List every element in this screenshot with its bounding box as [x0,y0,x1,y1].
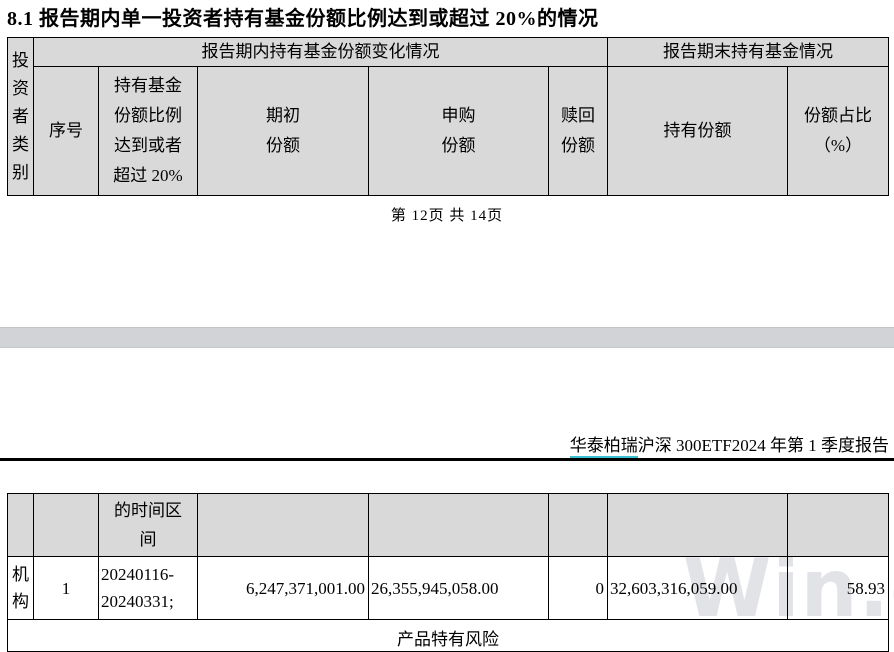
cell-holding-shares: 32,603,316,059.00 [607,556,788,620]
investor-holdings-table-header: 投 资 者 类 别 报告期内持有基金份额变化情况 报告期末持有基金情况 序号 持… [7,37,890,196]
cell-purchase-shares: 26,355,945,058.00 [368,556,549,620]
table-row: 机 构 1 20240116- 20240331; 6,247,371,001.… [7,556,889,620]
cell-seq: 1 [33,556,99,620]
cell-share-pct: 58.93 [787,556,889,620]
group-header-period-end: 报告期末持有基金情况 [607,37,890,67]
cont-header-empty-4 [197,493,369,557]
fund-company-name: 华泰柏瑞 [569,436,638,458]
cell-beginning-shares: 6,247,371,001.00 [197,556,369,620]
cont-header-empty-2 [33,493,99,557]
col-purchase-shares: 申购 份额 [368,66,549,196]
cont-header-time-range: 的时间区 间 [98,493,198,557]
col-redeem-shares: 赎回 份额 [547,66,609,196]
group-header-period-change: 报告期内持有基金份额变化情况 [32,37,609,67]
col-beginning-shares: 期初 份额 [197,66,369,196]
col-share-pct: 份额占比 （%） [787,66,890,196]
cont-header-empty-7 [607,493,788,557]
cell-period: 20240116- 20240331; [98,556,198,620]
report-title-rest: 沪深 300ETF2024 年第 1 季度报告 [637,436,889,455]
cont-header-empty-5 [368,493,549,557]
cont-header-empty-8 [787,493,889,557]
cont-header-empty-1 [7,493,34,557]
cont-header-empty-6 [548,493,608,557]
col-holding-shares: 持有份额 [607,66,789,196]
col-seq: 序号 [33,66,99,196]
running-header: 华泰柏瑞沪深 300ETF2024 年第 1 季度报告 [0,431,889,458]
page-separator-band [0,327,894,348]
page-number: 第 12页 共 14页 [390,208,504,224]
investor-holdings-table-continued: 的时间区 间 机 构 1 20240116- 20240331; 6,247,3… [7,493,889,652]
section-title: 8.1 报告期内单一投资者持有基金份额比例达到或超过 20%的情况 [7,8,599,30]
col-ratio-over-20pct: 持有基金 份额比例 达到或者 超过 20% [98,66,198,196]
col-investor-type: 投 资 者 类 别 [7,37,34,196]
header-rule [0,458,894,461]
cell-investor-type: 机 构 [7,556,34,620]
cell-redeem-shares: 0 [548,556,608,620]
